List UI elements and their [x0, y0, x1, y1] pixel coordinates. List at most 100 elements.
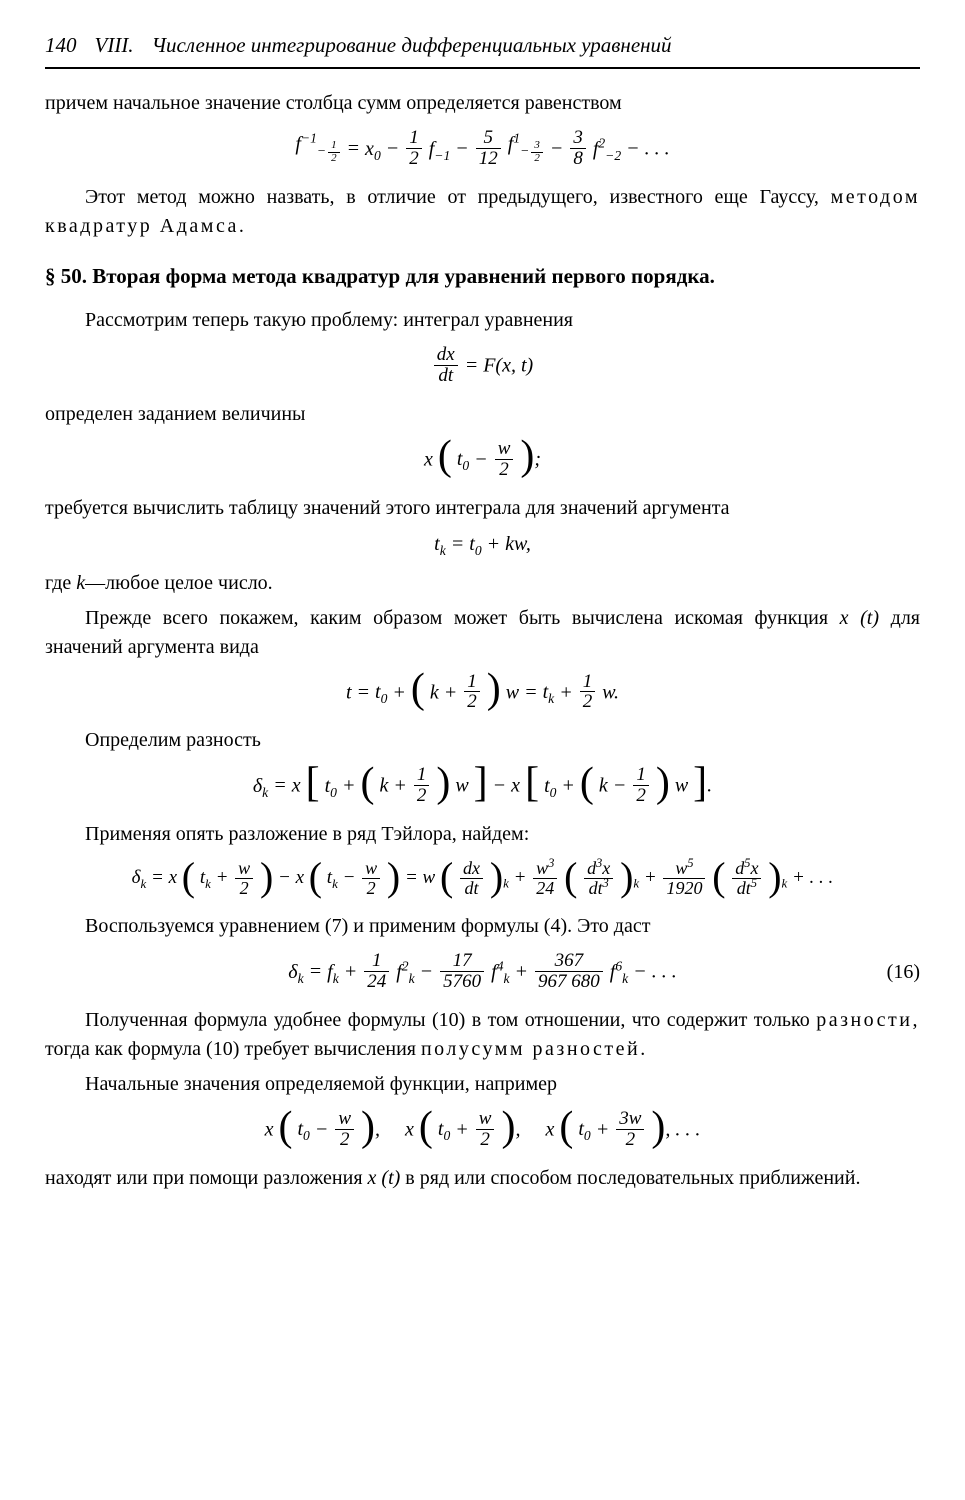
f8-f3sup: 4: [497, 958, 504, 973]
f7-wn1: w: [235, 859, 253, 879]
f7-d: δ: [132, 867, 141, 888]
chapter-number: VIII.: [95, 30, 134, 60]
f6-x2: x: [511, 775, 520, 797]
f7-d3dd: dt: [737, 878, 751, 898]
f7-p3: +: [644, 867, 662, 888]
f5-eq: =: [357, 681, 376, 703]
f7-d2nd: d: [587, 858, 596, 878]
f8-ds: k: [298, 971, 304, 986]
f7-c2d: 24: [533, 879, 557, 898]
f6-eq: =: [273, 775, 292, 797]
f4-t0sub: 0: [475, 543, 482, 558]
f1-f3sw: −: [520, 143, 529, 158]
f2-eq: =: [465, 354, 484, 376]
f5-hd: 2: [464, 692, 480, 712]
f9-x3: x: [545, 1118, 554, 1140]
f1-f3sn: 3: [531, 140, 542, 153]
p6c: —любое целое число.: [85, 572, 273, 594]
paragraph-4: определен заданием величины: [45, 400, 920, 429]
f1-c4n: 3: [570, 128, 586, 149]
f6-hd2: 2: [633, 786, 649, 806]
paragraph-11: Полученная формула удобнее формулы (10) …: [45, 1006, 920, 1064]
f5-w2: w.: [602, 681, 619, 703]
f9-p2: +: [596, 1118, 615, 1140]
f5-k: k: [430, 681, 439, 703]
f6-x1: x: [292, 775, 301, 797]
f3-wd: 2: [495, 460, 514, 480]
f9-x2: x: [405, 1118, 414, 1140]
f5-t0s: 0: [381, 691, 388, 706]
f7-wn2: w: [362, 859, 380, 879]
f1-dots: − . . .: [626, 138, 670, 160]
f1-f4sub: −2: [605, 148, 621, 163]
f7-wd1: 2: [235, 879, 253, 898]
f8-fs: k: [333, 971, 339, 986]
f1-minus2: −: [455, 138, 474, 160]
f8-d: δ: [288, 961, 297, 983]
f7-p1: +: [216, 867, 234, 888]
f6-period: .: [707, 775, 712, 797]
f1-sub-minus: −: [317, 143, 326, 158]
f7-eq: =: [151, 867, 169, 888]
f9-t0sc: 0: [584, 1128, 591, 1143]
f7-ds: k: [141, 876, 147, 891]
f7-p2: +: [514, 867, 532, 888]
p11c: тогда как формула (10) требует вычислени…: [45, 1038, 421, 1060]
f6-k1: k: [379, 775, 388, 797]
p6b: k: [76, 572, 85, 594]
paragraph-9: Применяя опять разложение в ряд Тэйлора,…: [45, 820, 920, 849]
f8-p2: +: [515, 961, 534, 983]
f8-dots: − . . .: [633, 961, 677, 983]
paragraph-10: Воспользуемся уравнением (7) и применим …: [45, 912, 920, 941]
f6-hn1: 1: [414, 765, 430, 786]
f6-hd1: 2: [414, 786, 430, 806]
f8-c1n: 1: [364, 951, 389, 972]
f7-sk1: k: [503, 876, 509, 891]
formula-tk: tk = t0 + kw,: [45, 533, 920, 555]
f9-c1: ,: [375, 1118, 380, 1140]
f1-minus3: −: [550, 138, 569, 160]
f8-f2sub: k: [409, 971, 415, 986]
f8-c3d: 967 680: [535, 972, 603, 992]
f1-minus1: −: [386, 138, 405, 160]
formula-delta-def: δk = x [ t0 + ( k + 12 ) w ] − x [ t0 + …: [45, 765, 920, 806]
f1-c3d: 12: [476, 149, 501, 169]
f5-hd2: 2: [580, 692, 596, 712]
f7-sk2: k: [633, 876, 639, 891]
f7-tks1: k: [205, 876, 211, 891]
f1-c2d: 2: [406, 149, 422, 169]
f8-p1: +: [344, 961, 363, 983]
f1-x0sub: 0: [374, 148, 381, 163]
f7-d1n: dx: [460, 859, 483, 879]
f5-t: t: [346, 681, 352, 703]
paragraph-6: где k—любое целое число.: [45, 569, 920, 598]
paragraph-13: находят или при помощи разложения x (t) …: [45, 1164, 920, 1193]
formula-t-half: t = t0 + ( k + 12 ) w = tk + 12 w.: [45, 672, 920, 713]
formula-initial-x: x ( t0 − w2 );: [45, 439, 920, 480]
f7-d1d: dt: [460, 879, 483, 898]
p11d: полусумм разностей.: [421, 1038, 648, 1060]
f7-x2: x: [296, 867, 304, 888]
f7-m1: −: [278, 867, 296, 888]
chapter-title: Численное интегрирование дифференциальны…: [152, 30, 672, 60]
f3-x: x: [424, 448, 433, 470]
f1-sub-num: 1: [328, 140, 339, 153]
f5-hn2: 1: [580, 672, 596, 693]
f7-c3n: w: [675, 858, 687, 878]
f7-eq2: =: [405, 867, 423, 888]
f7-d3ds: 5: [751, 876, 757, 890]
f7-w: w: [423, 867, 436, 888]
f6-p3: +: [561, 775, 580, 797]
f6-hn2: 1: [633, 765, 649, 786]
f4-eq: =: [451, 533, 470, 555]
p7a: Прежде всего покажем, каким образом може…: [85, 607, 840, 629]
paragraph-5: требуется вычислить таблицу значений это…: [45, 494, 920, 523]
f8-f2sup: 2: [402, 958, 409, 973]
f6-t0sb: 0: [550, 785, 557, 800]
para2-text: Этот метод можно назвать, в отличие от п…: [85, 186, 831, 208]
f9-wn2: w: [476, 1109, 495, 1130]
f8-f4sub: k: [622, 971, 628, 986]
f2-rhs: F(x, t): [483, 354, 533, 376]
f9-t0sb: 0: [443, 1128, 450, 1143]
f6-t0sa: 0: [330, 785, 337, 800]
